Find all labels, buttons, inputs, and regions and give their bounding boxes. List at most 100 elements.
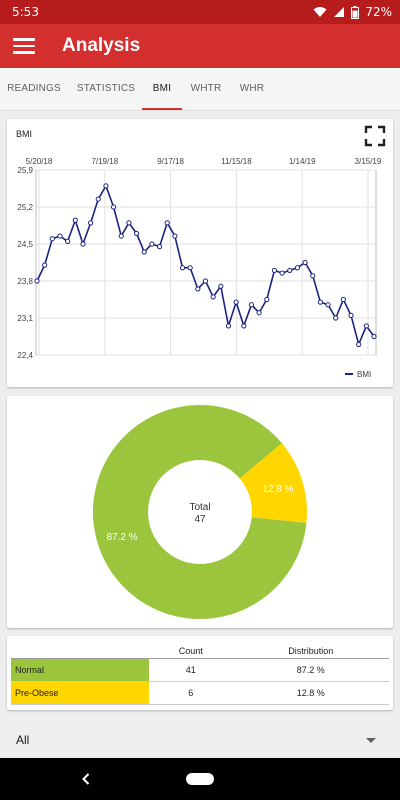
tab-bmi[interactable]: BMI <box>152 83 172 94</box>
data-point <box>133 230 140 237</box>
back-icon[interactable] <box>78 771 94 787</box>
y-tick-label: 24,5 <box>17 240 33 249</box>
y-tick-label: 23,8 <box>17 277 33 286</box>
data-point <box>141 249 147 255</box>
donut-total-value: 47 <box>194 514 206 525</box>
donut-total-label: Total <box>189 502 211 513</box>
data-point <box>348 312 354 318</box>
dropdown-arrow-icon[interactable] <box>366 738 376 743</box>
distribution-table: Count Distribution Normal 41 87.2 % Pre-… <box>11 644 389 705</box>
bmi-line-chart: 5/20/18 7/19/18 9/17/18 11/15/18 1/14/19 3/15… <box>17 157 382 379</box>
row-preobese-distribution: 12.8 % <box>232 681 389 705</box>
x-tick-label: 9/17/18 <box>157 157 184 166</box>
y-tick-label: 25,9 <box>17 166 33 175</box>
data-point <box>195 286 201 292</box>
donut-slice-label: 87.2 % <box>107 532 138 543</box>
data-point <box>34 278 40 284</box>
data-point <box>271 267 278 274</box>
data-point <box>149 241 155 247</box>
data-point <box>325 302 331 308</box>
fullscreen-icon[interactable] <box>364 125 386 147</box>
data-point <box>172 233 178 239</box>
x-tick-label: 1/14/19 <box>289 157 316 166</box>
status-icons: 72% <box>313 3 392 21</box>
row-normal-label: Normal <box>11 658 149 682</box>
y-tick-label: 25,2 <box>17 203 33 212</box>
donut-slice-label: 12.8 % <box>262 484 293 495</box>
table-row: Pre-Obese 6 12.8 % <box>11 681 389 705</box>
page-title: Analysis <box>62 35 141 56</box>
y-tick-label: 23,1 <box>17 314 33 323</box>
y-tick-label: 22,4 <box>17 351 33 360</box>
data-point <box>302 259 308 266</box>
tab-whr[interactable]: WHR <box>239 83 265 94</box>
data-point <box>118 233 124 239</box>
data-point <box>156 244 163 250</box>
data-point <box>202 278 209 284</box>
data-point <box>218 283 224 289</box>
data-point <box>256 310 262 316</box>
data-point <box>42 262 48 268</box>
row-normal-count: 41 <box>149 658 233 682</box>
data-point <box>264 296 270 303</box>
wifi-icon <box>313 7 327 17</box>
x-tick-label: 3/15/19 <box>355 157 382 166</box>
data-point <box>210 294 216 300</box>
table-row: Normal 41 87.2 % <box>11 658 389 682</box>
status-bar: 5:53 72% <box>0 0 400 24</box>
chart-title: BMI <box>16 129 33 139</box>
data-point <box>241 323 247 329</box>
data-point <box>103 183 109 189</box>
data-point <box>340 296 346 303</box>
data-point <box>371 333 377 340</box>
data-point <box>248 302 255 308</box>
donut-slice-preobese <box>239 443 307 523</box>
distribution-donut-card: 87.2 % 12.8 % Total 47 <box>7 396 393 628</box>
table-header-distribution: Distribution <box>232 644 389 659</box>
row-normal-distribution: 87.2 % <box>232 658 389 682</box>
filter-selected-value[interactable]: All <box>16 733 30 747</box>
table-header-count: Count <box>149 644 233 659</box>
distribution-donut-chart: 87.2 % 12.8 % <box>92 405 307 619</box>
data-point <box>287 267 293 274</box>
menu-icon[interactable] <box>10 33 38 59</box>
table-header-empty <box>11 644 149 659</box>
data-point <box>356 341 362 348</box>
tab-statistics[interactable]: STATISTICS <box>76 83 136 94</box>
data-point <box>88 220 94 226</box>
tab-readings[interactable]: READINGS <box>7 83 61 94</box>
data-point <box>363 323 369 329</box>
tab-whtr[interactable]: WHTR <box>190 83 222 94</box>
data-point <box>164 220 170 226</box>
app-bar: Analysis <box>0 24 400 68</box>
data-point <box>317 299 323 305</box>
data-point <box>179 265 186 271</box>
data-point <box>57 233 63 239</box>
data-point <box>333 315 339 321</box>
distribution-table-card: Count Distribution Normal 41 87.2 % Pre-… <box>7 636 393 710</box>
data-point <box>225 323 232 329</box>
data-point <box>49 236 55 242</box>
plot-frame <box>35 169 377 356</box>
data-point <box>95 196 101 202</box>
data-point <box>233 299 239 305</box>
data-point <box>72 217 78 223</box>
bmi-series-line <box>36 183 375 347</box>
row-preobese-count: 6 <box>149 681 233 705</box>
x-tick-label: 7/19/18 <box>91 157 118 166</box>
x-tick-label: 5/20/18 <box>26 157 53 166</box>
status-time: 5:53 <box>12 5 39 19</box>
home-button[interactable] <box>186 773 214 785</box>
tab-indicator <box>142 108 182 110</box>
battery-level: 72% <box>365 5 392 19</box>
tab-bar: READINGS STATISTICS BMI WHTR WHR <box>0 68 400 111</box>
x-tick-label: 11/15/18 <box>221 157 252 166</box>
signal-icon <box>334 7 345 17</box>
system-nav-bar <box>0 758 400 800</box>
period-filter[interactable]: All <box>0 722 400 758</box>
data-point <box>65 238 71 244</box>
data-point <box>126 220 132 226</box>
legend-label: BMI <box>357 370 371 379</box>
data-point <box>279 270 285 276</box>
bmi-chart-card: BMI 5/20/18 7/19/18 9/17/18 11/15/18 1/14/19… <box>7 119 393 387</box>
